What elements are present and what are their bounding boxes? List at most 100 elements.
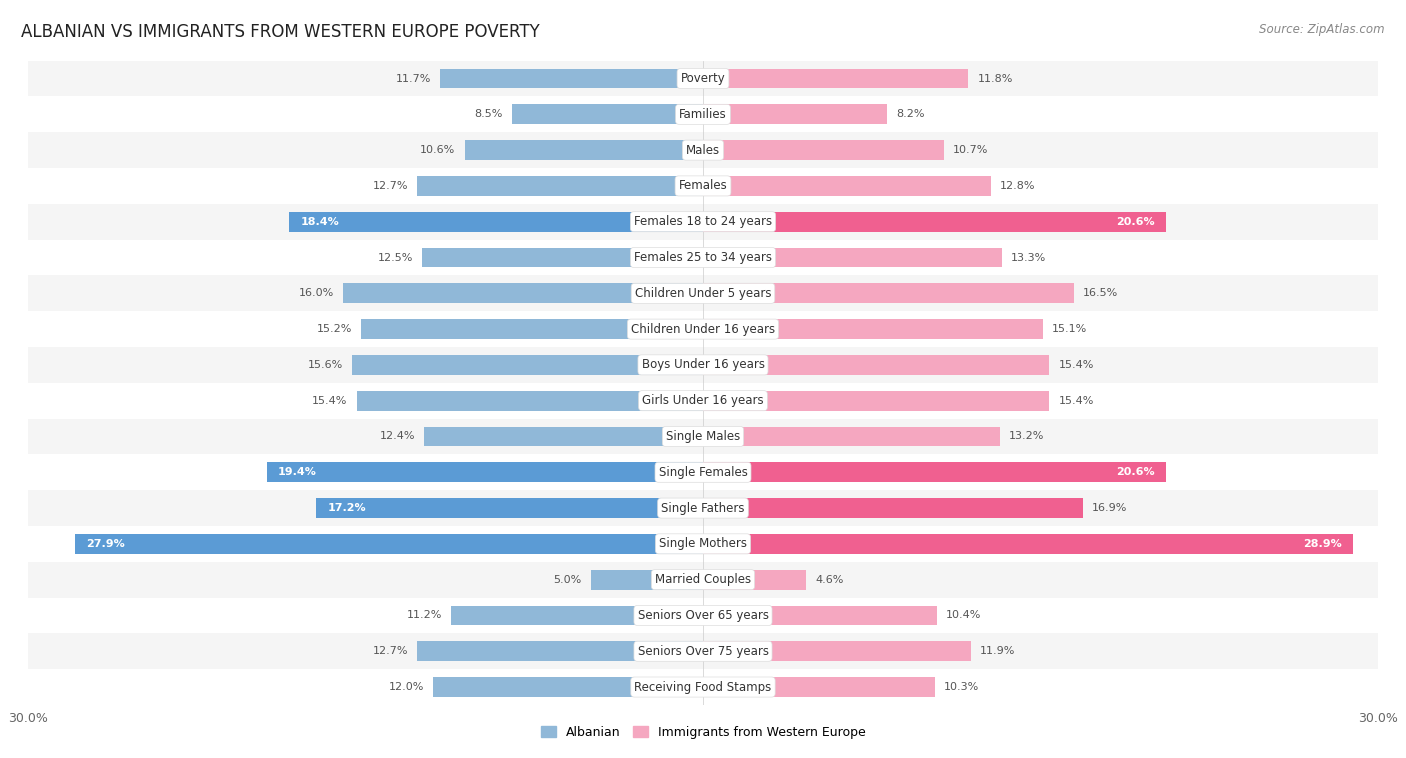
Bar [352, 355, 703, 374]
Bar [28, 454, 1378, 490]
Text: 15.4%: 15.4% [1059, 360, 1094, 370]
Bar [28, 490, 1378, 526]
Text: Boys Under 16 years: Boys Under 16 years [641, 359, 765, 371]
Text: 10.3%: 10.3% [943, 682, 979, 692]
Text: 16.0%: 16.0% [299, 288, 335, 299]
Bar [418, 641, 703, 661]
Bar [28, 669, 1378, 705]
Text: Females: Females [679, 180, 727, 193]
Text: 19.4%: 19.4% [278, 467, 316, 478]
Bar [422, 248, 703, 268]
Text: 15.2%: 15.2% [316, 324, 352, 334]
Text: 16.9%: 16.9% [1092, 503, 1128, 513]
Bar [703, 427, 1000, 446]
Text: 16.5%: 16.5% [1083, 288, 1118, 299]
Bar [464, 140, 703, 160]
Bar [703, 498, 1083, 518]
Bar [512, 105, 703, 124]
Text: 15.1%: 15.1% [1052, 324, 1087, 334]
Bar [591, 570, 703, 590]
Text: 13.2%: 13.2% [1010, 431, 1045, 441]
Bar [451, 606, 703, 625]
Text: Single Mothers: Single Mothers [659, 537, 747, 550]
Bar [703, 248, 1002, 268]
Bar [28, 597, 1378, 634]
Bar [703, 570, 807, 590]
Bar [28, 204, 1378, 240]
Bar [316, 498, 703, 518]
Text: 20.6%: 20.6% [1116, 467, 1156, 478]
Text: 12.7%: 12.7% [373, 647, 408, 656]
Bar [28, 96, 1378, 132]
Text: Seniors Over 75 years: Seniors Over 75 years [637, 645, 769, 658]
Text: Girls Under 16 years: Girls Under 16 years [643, 394, 763, 407]
Text: Males: Males [686, 143, 720, 157]
Bar [343, 283, 703, 303]
Bar [28, 61, 1378, 96]
Bar [357, 391, 703, 411]
Bar [28, 526, 1378, 562]
Bar [76, 534, 703, 553]
Bar [425, 427, 703, 446]
Bar [28, 418, 1378, 454]
Bar [361, 319, 703, 339]
Bar [418, 176, 703, 196]
Text: Females 25 to 34 years: Females 25 to 34 years [634, 251, 772, 264]
Text: 12.7%: 12.7% [373, 181, 408, 191]
Bar [28, 240, 1378, 275]
Bar [703, 534, 1353, 553]
Bar [440, 69, 703, 89]
Text: Children Under 5 years: Children Under 5 years [634, 287, 772, 300]
Text: Females 18 to 24 years: Females 18 to 24 years [634, 215, 772, 228]
Text: Receiving Food Stamps: Receiving Food Stamps [634, 681, 772, 694]
Text: 28.9%: 28.9% [1303, 539, 1341, 549]
Bar [703, 641, 970, 661]
Legend: Albanian, Immigrants from Western Europe: Albanian, Immigrants from Western Europe [536, 721, 870, 744]
Text: 27.9%: 27.9% [87, 539, 125, 549]
Bar [28, 275, 1378, 312]
Text: Poverty: Poverty [681, 72, 725, 85]
Bar [433, 677, 703, 697]
Bar [290, 212, 703, 231]
Text: Single Females: Single Females [658, 465, 748, 479]
Bar [28, 168, 1378, 204]
Bar [28, 634, 1378, 669]
Bar [703, 69, 969, 89]
Bar [703, 462, 1167, 482]
Bar [703, 606, 936, 625]
Text: 11.8%: 11.8% [977, 74, 1012, 83]
Text: Single Fathers: Single Fathers [661, 502, 745, 515]
Text: 18.4%: 18.4% [301, 217, 339, 227]
Text: 8.2%: 8.2% [897, 109, 925, 119]
Text: 12.5%: 12.5% [377, 252, 413, 262]
Bar [703, 391, 1049, 411]
Text: 11.7%: 11.7% [395, 74, 430, 83]
Text: 12.0%: 12.0% [388, 682, 425, 692]
Bar [28, 312, 1378, 347]
Text: 5.0%: 5.0% [554, 575, 582, 584]
Text: ALBANIAN VS IMMIGRANTS FROM WESTERN EUROPE POVERTY: ALBANIAN VS IMMIGRANTS FROM WESTERN EURO… [21, 23, 540, 41]
Text: 10.7%: 10.7% [953, 145, 988, 155]
Bar [703, 319, 1043, 339]
Text: 15.4%: 15.4% [1059, 396, 1094, 406]
Bar [703, 176, 991, 196]
Text: Children Under 16 years: Children Under 16 years [631, 323, 775, 336]
Text: Families: Families [679, 108, 727, 121]
Bar [28, 562, 1378, 597]
Text: Seniors Over 65 years: Seniors Over 65 years [637, 609, 769, 622]
Text: 10.6%: 10.6% [420, 145, 456, 155]
Text: 12.4%: 12.4% [380, 431, 415, 441]
Text: 15.4%: 15.4% [312, 396, 347, 406]
Text: 15.6%: 15.6% [308, 360, 343, 370]
Bar [703, 212, 1167, 231]
Text: 10.4%: 10.4% [946, 610, 981, 621]
Text: 17.2%: 17.2% [328, 503, 366, 513]
Text: 12.8%: 12.8% [1000, 181, 1035, 191]
Text: 8.5%: 8.5% [474, 109, 503, 119]
Text: 13.3%: 13.3% [1011, 252, 1046, 262]
Text: Source: ZipAtlas.com: Source: ZipAtlas.com [1260, 23, 1385, 36]
Text: 20.6%: 20.6% [1116, 217, 1156, 227]
Bar [28, 132, 1378, 168]
Text: Married Couples: Married Couples [655, 573, 751, 586]
Bar [703, 283, 1074, 303]
